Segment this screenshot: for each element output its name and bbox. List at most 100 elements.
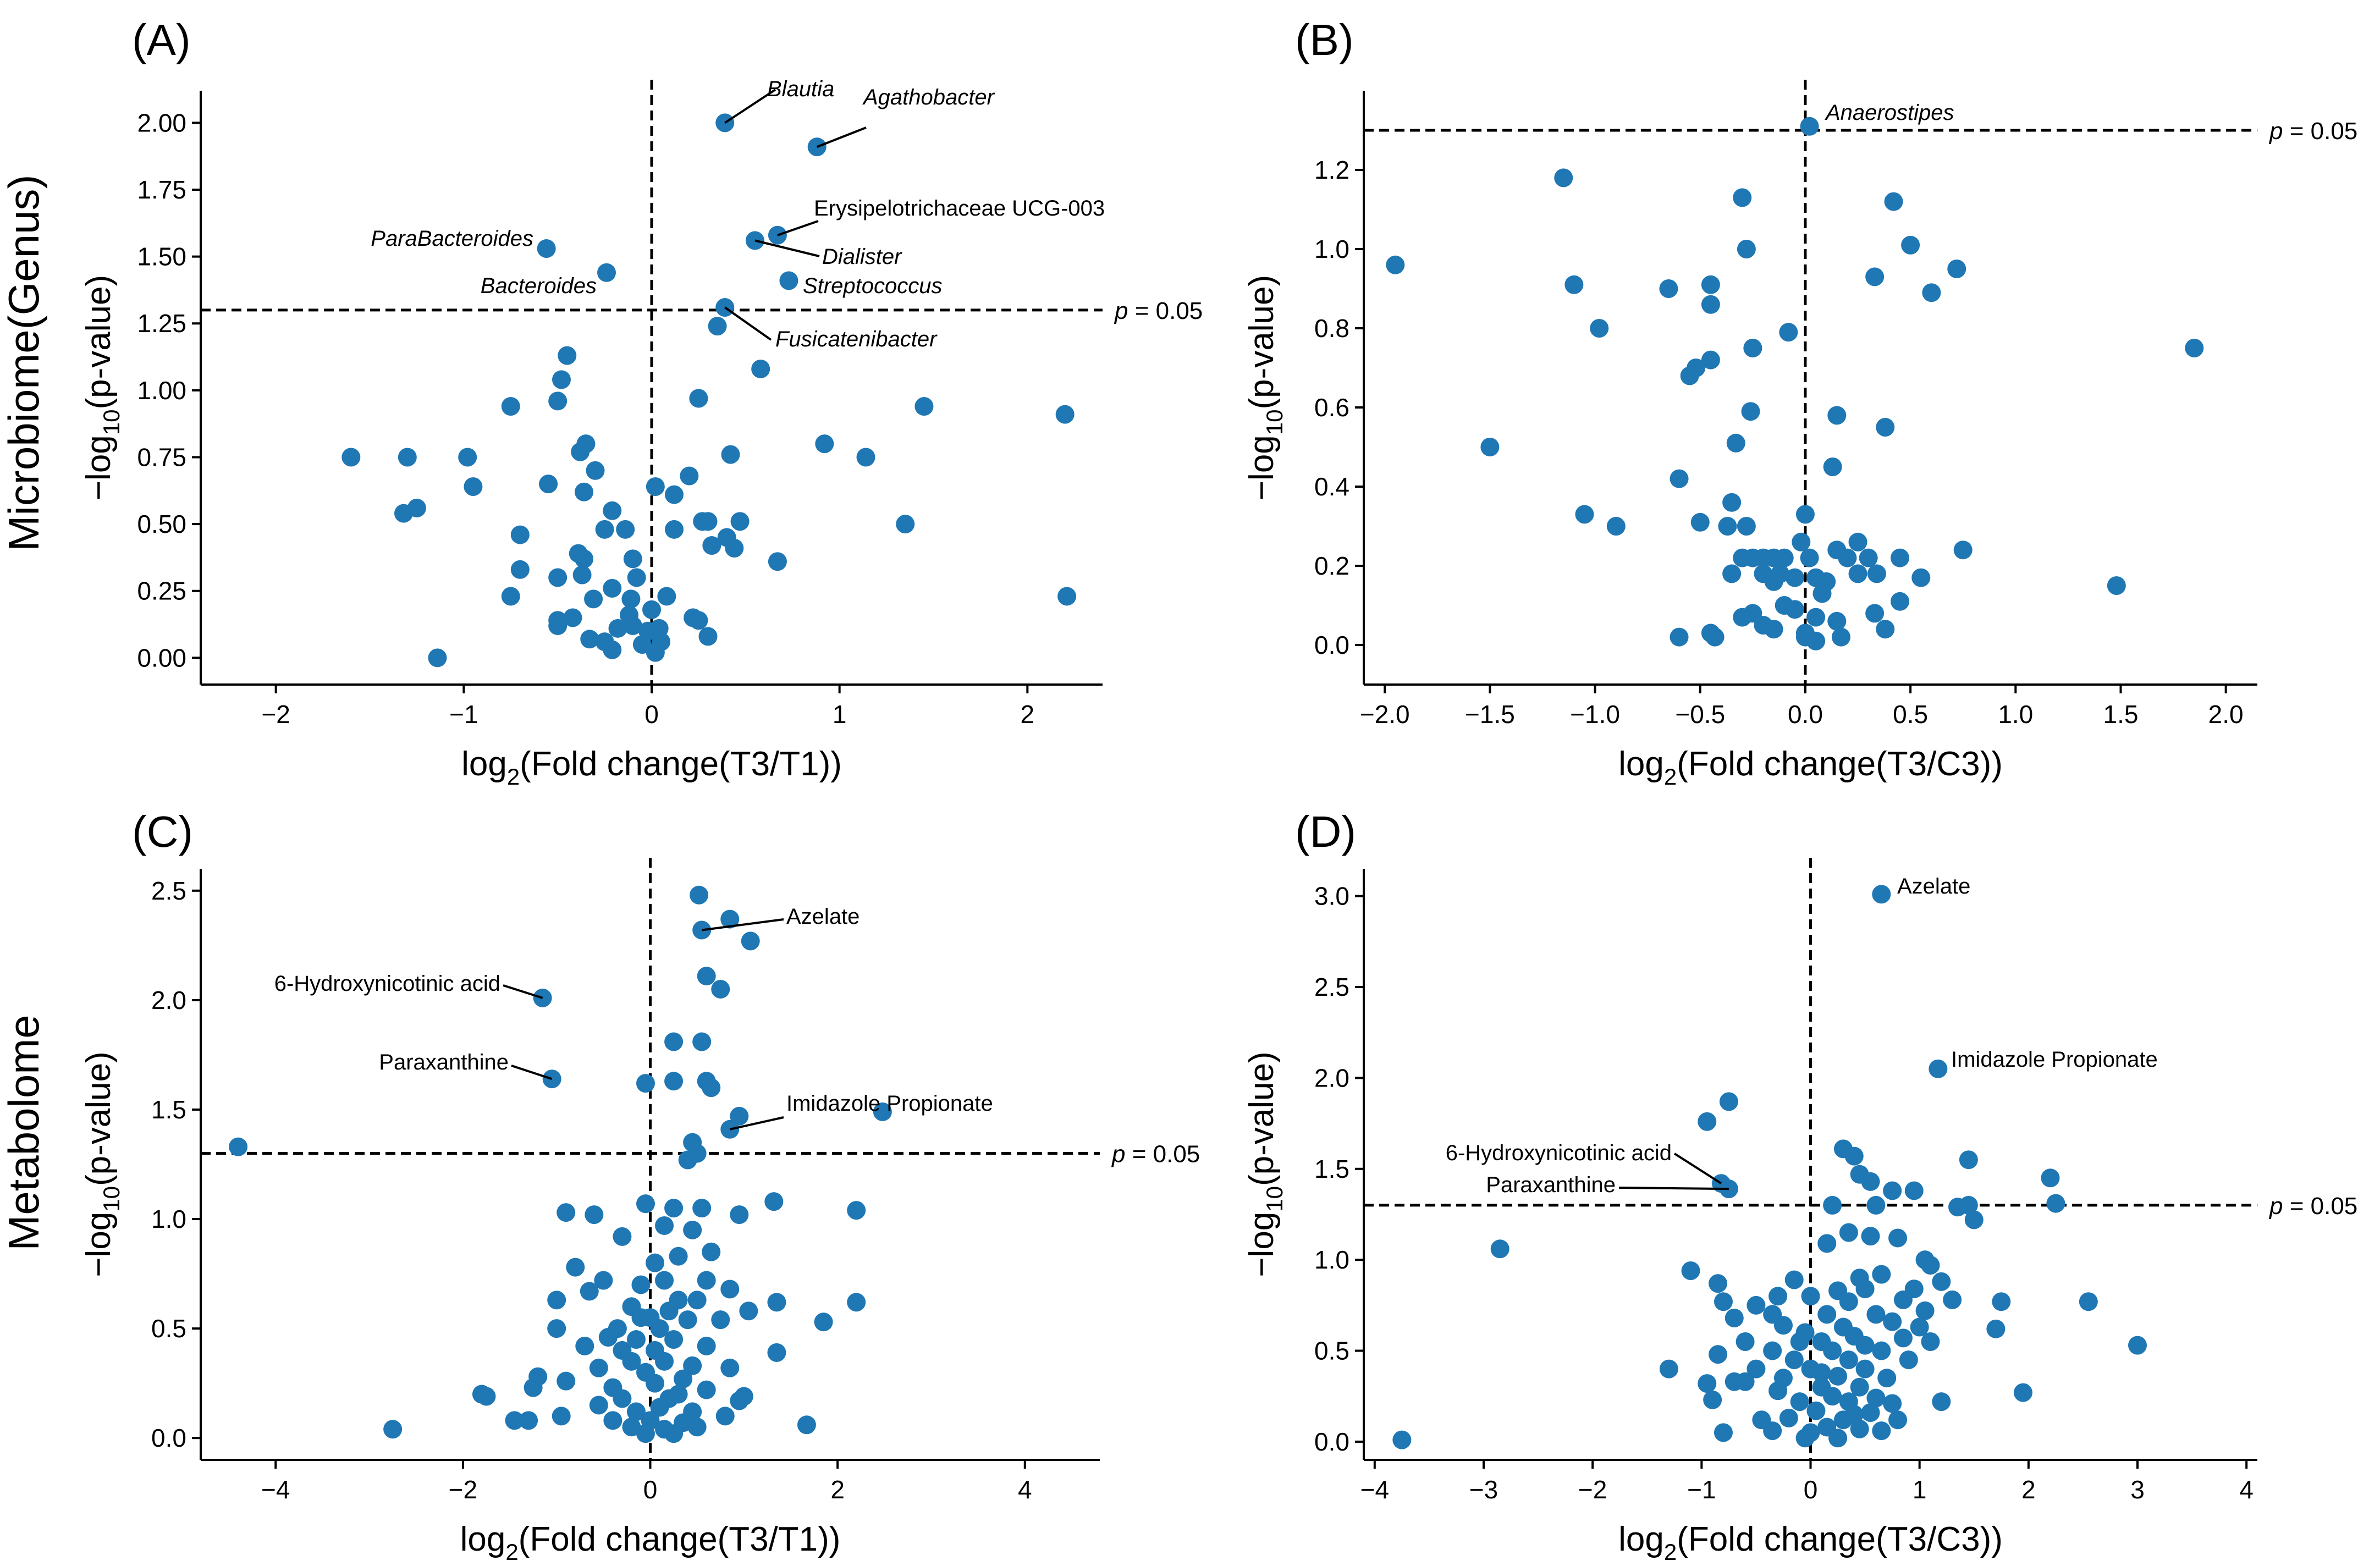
data-point	[477, 1387, 496, 1406]
data-point	[622, 1418, 641, 1437]
data-point	[594, 1271, 613, 1290]
data-point	[650, 1319, 669, 1338]
data-point	[1867, 564, 1886, 583]
data-point	[623, 549, 642, 569]
annotation-label: Imidazole Propionate	[1951, 1047, 2158, 1072]
data-point	[1763, 1341, 1782, 1360]
threshold-label: p = 0.05	[2268, 1193, 2357, 1220]
data-point	[655, 1352, 674, 1371]
data-point	[1859, 548, 1878, 567]
data-point	[702, 1078, 721, 1098]
data-point	[1659, 279, 1678, 298]
data-point	[1698, 1112, 1717, 1131]
data-point	[428, 648, 447, 668]
x-axis-label: log2(Fold change(T3/T1))	[461, 745, 842, 790]
data-point	[2107, 576, 2126, 595]
x-tick-label: 1	[833, 700, 847, 729]
annotation-label: Anaerostipes	[1825, 101, 1954, 125]
data-point	[524, 1378, 543, 1397]
data-point	[1866, 1388, 1886, 1408]
data-point	[537, 239, 556, 258]
annotation-leader	[503, 984, 543, 999]
data-point	[779, 271, 798, 290]
data-point	[1817, 1234, 1837, 1253]
x-tick-label: −1	[1687, 1475, 1716, 1504]
data-point	[539, 475, 558, 494]
data-point	[678, 1310, 697, 1330]
annotation-label: Bacteroides	[481, 274, 597, 298]
data-point	[692, 1199, 712, 1218]
data-point	[1800, 548, 1819, 567]
data-point	[1831, 627, 1850, 647]
data-point	[687, 1291, 707, 1310]
data-point	[1795, 1429, 1815, 1448]
y-tick-label: 0.75	[137, 443, 186, 471]
data-point	[1932, 1392, 1951, 1411]
data-point	[1741, 402, 1760, 421]
data-point	[1910, 1317, 1929, 1337]
data-point	[1790, 1332, 1809, 1351]
data-point	[1705, 627, 1725, 647]
y-tick-label: 2.0	[1314, 1063, 1349, 1092]
data-point	[697, 967, 716, 986]
data-point	[398, 448, 417, 467]
data-point	[642, 600, 661, 619]
annotation-label: Fusicatenibacter	[775, 327, 938, 351]
data-point	[646, 477, 665, 496]
data-point	[1839, 1350, 1858, 1370]
data-point	[1764, 572, 1783, 591]
data-point	[566, 1258, 585, 1277]
y-tick-label: 0.5	[151, 1314, 186, 1343]
threshold-label: p = 0.05	[2268, 118, 2357, 145]
data-point	[1703, 1390, 1722, 1409]
data-point	[1943, 1290, 1962, 1309]
data-point	[1800, 117, 1819, 136]
data-point	[1790, 1392, 1809, 1411]
data-point	[519, 1411, 538, 1430]
data-point	[1915, 1301, 1935, 1320]
data-point	[2013, 1383, 2032, 1402]
threshold-label: p = 0.05	[1114, 297, 1203, 324]
x-tick-label: 0	[643, 1475, 658, 1504]
data-point	[548, 568, 568, 587]
annotation-leader	[816, 126, 867, 148]
data-point	[563, 608, 582, 627]
data-point	[720, 1280, 740, 1299]
data-point	[669, 1385, 688, 1404]
data-point	[1986, 1319, 2006, 1338]
data-point	[1959, 1150, 1978, 1170]
data-point	[505, 1411, 524, 1430]
data-point	[730, 512, 750, 531]
data-point	[1737, 517, 1756, 536]
data-point	[558, 346, 577, 365]
x-tick-label: −4	[261, 1475, 290, 1504]
data-point	[689, 611, 708, 630]
data-point	[1590, 319, 1609, 338]
data-point	[711, 979, 730, 999]
data-point	[1719, 1092, 1738, 1111]
data-point	[2079, 1292, 2098, 1311]
data-point	[1872, 1421, 1891, 1441]
y-tick-label: 0.8	[1314, 314, 1349, 343]
y-tick-label: 0.4	[1314, 472, 1349, 501]
data-point	[510, 525, 530, 544]
data-point	[650, 1398, 669, 1417]
data-point	[585, 1205, 604, 1225]
y-axis-label: −log10(p-value)	[1243, 1051, 1287, 1277]
data-point	[687, 1418, 707, 1437]
y-tick-label: 2.0	[151, 986, 186, 1014]
data-point	[464, 477, 483, 496]
data-point	[2185, 339, 2204, 357]
data-point	[1812, 584, 1832, 603]
data-point	[664, 1424, 684, 1443]
data-point	[1773, 1316, 1793, 1335]
y-tick-label: 0.0	[1314, 631, 1349, 659]
data-point	[572, 565, 592, 585]
data-point	[580, 1282, 599, 1301]
data-point	[739, 1302, 758, 1321]
data-point	[1386, 255, 1405, 274]
y-tick-label: 1.0	[1314, 1245, 1349, 1274]
y-tick-label: 1.25	[137, 309, 186, 338]
data-point	[636, 1194, 655, 1214]
